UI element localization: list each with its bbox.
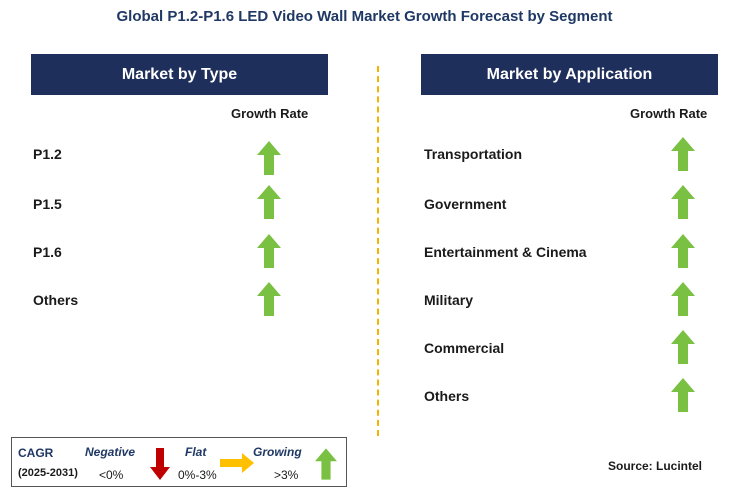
down-arrow-icon bbox=[150, 448, 170, 480]
market-by-application-header-label: Market by Application bbox=[486, 65, 653, 83]
type-label-p1-2: P1.2 bbox=[33, 146, 62, 162]
market-by-type-header-label: Market by Type bbox=[121, 65, 238, 83]
panel-divider bbox=[377, 66, 379, 436]
up-arrow-icon bbox=[671, 185, 695, 219]
type-label-p1-5: P1.5 bbox=[33, 196, 62, 212]
type-label-p1-6: P1.6 bbox=[33, 244, 62, 260]
right-arrow-icon bbox=[220, 453, 254, 473]
application-label-commercial: Commercial bbox=[424, 340, 505, 356]
cagr-legend: CAGR (2025-2031) Negative <0% Flat 0%-3%… bbox=[11, 437, 347, 487]
legend-flat-range: 0%-3% bbox=[178, 468, 217, 482]
application-label-government: Government bbox=[424, 196, 507, 212]
application-label-others: Others bbox=[424, 388, 470, 404]
up-arrow-icon bbox=[671, 137, 695, 171]
legend-growing-label: Growing bbox=[253, 445, 302, 459]
legend-negative-label: Negative bbox=[85, 445, 136, 459]
legend-growing-range: >3% bbox=[274, 468, 299, 482]
legend-flat-label: Flat bbox=[185, 445, 207, 459]
legend-period: (2025-2031) bbox=[18, 467, 78, 479]
page-title: Global P1.2-P1.6 LED Video Wall Market G… bbox=[116, 8, 613, 25]
market-by-application-header: Market by Application bbox=[421, 54, 718, 95]
application-label-military: Military bbox=[424, 292, 474, 308]
up-arrow-icon bbox=[315, 448, 337, 480]
application-growth-rate-header: Growth Rate bbox=[630, 106, 708, 121]
legend-cagr-label: CAGR bbox=[18, 446, 54, 460]
up-arrow-icon bbox=[257, 141, 281, 175]
source-note: Source: Lucintel bbox=[608, 459, 703, 473]
up-arrow-icon bbox=[257, 185, 281, 219]
application-label-entertainment-cinema: Entertainment & Cinema bbox=[424, 244, 587, 260]
up-arrow-icon bbox=[671, 378, 695, 412]
up-arrow-icon bbox=[671, 330, 695, 364]
market-by-type-header: Market by Type bbox=[31, 54, 328, 95]
legend-negative-range: <0% bbox=[99, 468, 124, 482]
up-arrow-icon bbox=[257, 234, 281, 268]
type-growth-rate-header: Growth Rate bbox=[231, 106, 309, 121]
type-label-others: Others bbox=[33, 292, 79, 308]
application-label-transportation: Transportation bbox=[424, 146, 523, 162]
up-arrow-icon bbox=[671, 234, 695, 268]
up-arrow-icon bbox=[257, 282, 281, 316]
up-arrow-icon bbox=[671, 282, 695, 316]
